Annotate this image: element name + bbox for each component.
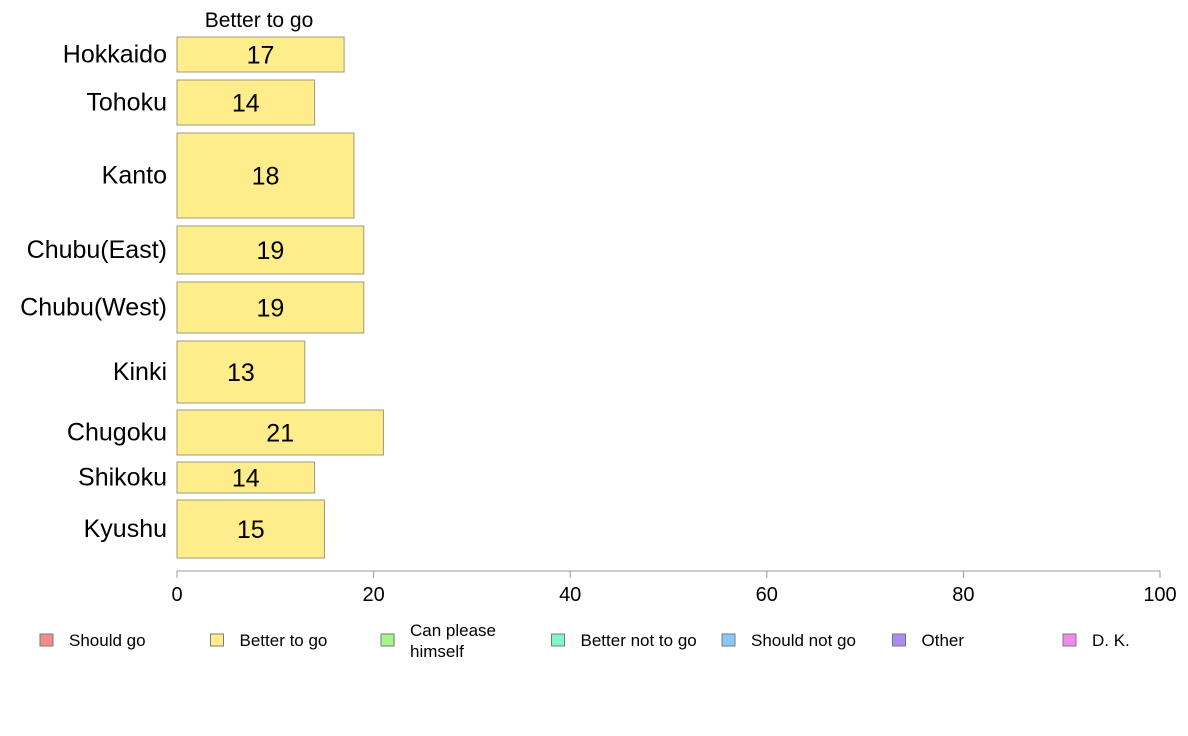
category-label: Hokkaido <box>63 41 167 69</box>
legend-swatch <box>551 633 565 647</box>
x-tick-label: 60 <box>756 584 778 606</box>
value-label: 13 <box>227 359 255 387</box>
x-tick-label: 0 <box>171 584 182 606</box>
legend-label: Better not to go <box>581 631 697 650</box>
bar-kinki <box>176 340 306 404</box>
value-label: 14 <box>232 90 260 118</box>
value-label: 17 <box>247 42 275 70</box>
bar-chubu-west <box>176 281 365 334</box>
x-tick-label: 100 <box>1143 584 1176 606</box>
category-label: Kinki <box>113 358 167 386</box>
category-label: Chugoku <box>67 419 167 447</box>
category-label: Shikoku <box>78 464 167 492</box>
x-tick-label: 80 <box>952 584 974 606</box>
value-label: 15 <box>237 516 265 544</box>
legend-swatch <box>1062 633 1077 647</box>
legend-swatch <box>380 633 395 647</box>
category-label: Tohoku <box>86 89 167 117</box>
bar-chugoku <box>176 409 384 456</box>
value-label: 21 <box>266 420 294 448</box>
category-label: Kyushu <box>84 515 167 543</box>
x-axis: 0 20 40 60 80 100 <box>171 570 1177 606</box>
legend-swatch <box>721 633 736 647</box>
legend-swatch <box>210 633 224 647</box>
legend-label: D. K. <box>1092 631 1130 650</box>
legend-label: Other <box>922 631 965 650</box>
bar-shikoku <box>176 461 316 494</box>
bar-chubu-east <box>176 225 365 275</box>
legend-swatch <box>39 633 54 647</box>
category-label: Chubu(East) <box>27 236 167 264</box>
bar-hokkaido <box>176 36 345 73</box>
legend-label: Should go <box>69 631 146 650</box>
x-tick-label: 40 <box>559 584 581 606</box>
bar-kyushu <box>176 499 325 559</box>
category-label: Chubu(West) <box>20 294 167 322</box>
legend-label: Can please himself <box>410 621 496 661</box>
value-label: 19 <box>256 237 284 265</box>
value-label: 14 <box>232 465 260 493</box>
bars-layer: Hokkaido 17 Tohoku 14 Kanto 18 Chubu(East) 19 Ch… <box>20 36 384 559</box>
value-label: 19 <box>256 295 284 323</box>
legend: Should go Better to go Can please himself Be… <box>39 621 1130 661</box>
value-label: 18 <box>252 163 280 191</box>
legend-label: Better to go <box>240 631 328 650</box>
bar-tohoku <box>176 79 316 126</box>
x-tick-label: 20 <box>362 584 384 606</box>
column-title: Better to go <box>205 9 314 32</box>
legend-swatch <box>892 633 906 647</box>
bar-kanto <box>176 132 355 219</box>
category-label: Kanto <box>102 162 167 190</box>
legend-label: Should not go <box>751 631 856 650</box>
